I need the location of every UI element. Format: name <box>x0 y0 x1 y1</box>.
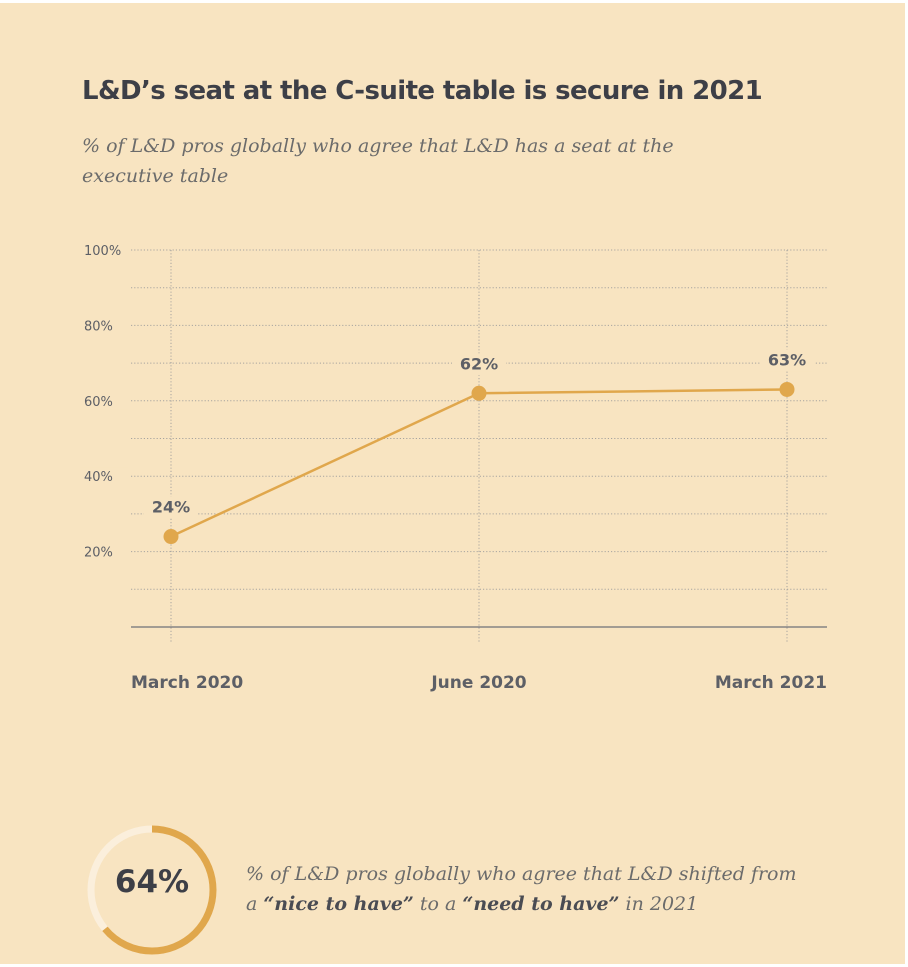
ytick-bg <box>80 391 128 410</box>
ytick-bg <box>80 542 128 561</box>
stat-text-middle: to a <box>413 893 463 915</box>
data-label-bg <box>144 496 198 519</box>
data-point <box>471 385 487 401</box>
y-axis-ticks: 20% 40% 60% 80% 100% <box>80 241 128 561</box>
ytick-label: 80% <box>84 319 113 334</box>
ytick-label: 60% <box>84 395 113 410</box>
ytick-bg <box>80 316 128 335</box>
xtick-label: June 2020 <box>430 673 526 693</box>
data-labels: 24% 62% 63% <box>144 349 814 519</box>
stat-phrase-need-to-have: “need to have” <box>462 893 620 915</box>
stat-ring <box>87 825 217 955</box>
infographic-card <box>0 3 905 964</box>
gridlines <box>131 249 827 643</box>
chart-title: L&D’s seat at the C-suite table is secur… <box>82 76 763 106</box>
x-axis-ticks: March 2020 June 2020 March 2021 <box>131 673 827 693</box>
ytick-bg <box>80 467 128 486</box>
stat-text-before: % of L&D pros globally who agree that L&… <box>246 863 797 915</box>
data-label-bg <box>760 349 814 372</box>
data-label: 63% <box>768 350 806 369</box>
ytick-label: 20% <box>84 546 113 561</box>
xtick-label: March 2020 <box>131 673 243 693</box>
ytick-label: 100% <box>84 244 121 259</box>
ytick-label: 40% <box>84 470 113 485</box>
stat-phrase-nice-to-have: “nice to have” <box>263 893 414 915</box>
ytick-bg <box>80 241 128 259</box>
data-label: 62% <box>460 354 498 373</box>
series <box>163 381 795 545</box>
data-point <box>163 529 179 545</box>
stat-description: % of L&D pros globally who agree that L&… <box>246 859 806 919</box>
stat-text-after: in 2021 <box>619 893 699 915</box>
xtick-label: March 2021 <box>715 673 827 693</box>
data-point <box>779 381 795 397</box>
data-label-bg <box>452 353 506 376</box>
data-label: 24% <box>152 498 190 517</box>
chart-subtitle: % of L&D pros globally who agree that L&… <box>82 135 674 187</box>
series-line <box>170 388 788 538</box>
ring-fill <box>87 825 217 955</box>
stat-value: 64% <box>114 864 190 900</box>
